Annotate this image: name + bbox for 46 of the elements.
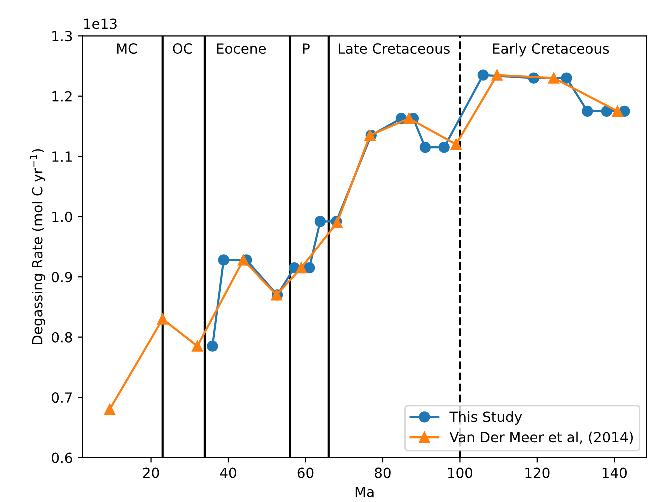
point [192, 340, 204, 352]
y-tick-label: 0.6 [52, 452, 72, 464]
annotation: MC [117, 44, 138, 54]
x-tick-label: 40 [220, 468, 236, 478]
text: 1e13 [84, 18, 117, 30]
point [104, 404, 116, 416]
x-axis-title: Ma [356, 486, 374, 498]
x-tick-label: 80 [375, 468, 391, 478]
point [478, 70, 489, 81]
point [601, 106, 612, 117]
x-tick-label: 60 [298, 468, 314, 478]
point [492, 70, 503, 81]
x-tick-label: 20 [143, 468, 160, 478]
point [314, 216, 326, 228]
annotation: Eocene [217, 44, 266, 54]
x-tick-label: 100 [448, 468, 473, 478]
y-tick-label: 1.3 [52, 31, 72, 42]
y-tick-label: 1.0 [52, 212, 72, 222]
point [157, 314, 168, 325]
x-tick-label: 120 [526, 468, 550, 478]
x-tick-label: 140 [602, 468, 627, 478]
y-axis-title: Degassing Rate (mol C yr$^{−1}$) [30, 149, 46, 344]
point [218, 254, 230, 266]
point [207, 340, 218, 352]
point [304, 262, 316, 274]
legend-label: This Study [450, 411, 522, 425]
y-tick-label: 1.2 [52, 91, 72, 102]
y-tick-label: 0.8 [52, 332, 72, 343]
point [582, 106, 594, 117]
point [612, 106, 624, 117]
point [438, 142, 450, 154]
annotation: Early Cretaceous [493, 43, 610, 57]
point [238, 254, 250, 266]
legend-label: Van Der Meer et al, (2014) [450, 432, 634, 444]
point [561, 72, 572, 84]
annotation: Late Cretaceous [339, 44, 450, 54]
point [548, 72, 560, 84]
point [420, 142, 432, 154]
point [404, 113, 415, 124]
y-tick-label: 0.7 [52, 392, 72, 404]
y-tick-label: 1.1 [52, 152, 72, 162]
annotation: OC [173, 44, 192, 54]
annotation: P [303, 44, 310, 54]
y-tick-label: 0.9 [52, 272, 72, 283]
point [296, 262, 308, 274]
point [450, 139, 462, 150]
